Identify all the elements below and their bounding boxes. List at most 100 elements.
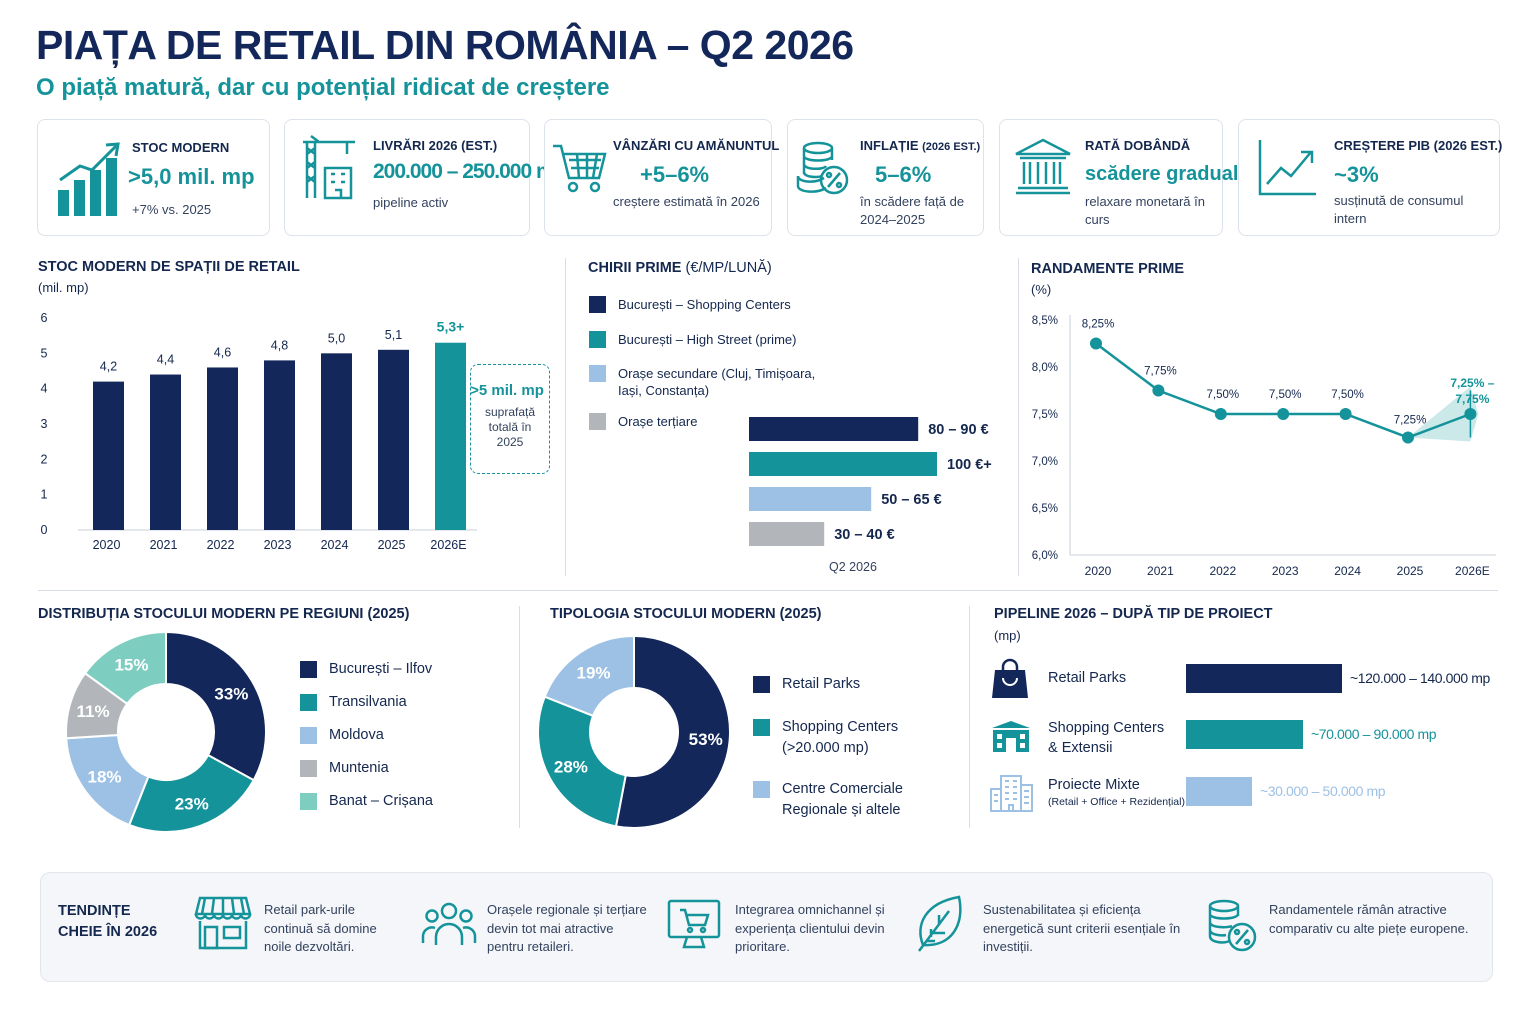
bar-2021	[150, 374, 181, 530]
rent-value-label: 30 – 40 €	[834, 527, 894, 543]
kpi-label-main: INFLAȚIE	[860, 138, 919, 153]
bar-2026E	[435, 342, 466, 530]
rents-legend-item: București – High Street (prime)	[589, 331, 849, 348]
trends-title-line1: TENDINȚE	[58, 903, 131, 919]
legend-swatch	[300, 661, 317, 678]
kpi-card-deliveries: LIVRĂRI 2026 (EST.) 200.000 – 250.000 mp…	[284, 119, 567, 236]
legend-swatch	[589, 296, 606, 313]
kpi-note: relaxare monetară în curs	[1085, 194, 1205, 227]
y-tick-label: 4	[41, 382, 48, 396]
y-tick-label: 8,0%	[1032, 362, 1058, 374]
kpi-label-small: (2026 EST.)	[922, 141, 981, 153]
x-tick-label: 2026E	[430, 538, 466, 552]
yield-point-label: 7,25%	[1394, 415, 1427, 427]
shopping-cart-icon	[553, 144, 607, 193]
regions-donut-chart: 33% 23% 18% 11% 15%	[65, 630, 267, 833]
donut-value-label: 11%	[76, 702, 109, 721]
yield-point	[1339, 408, 1352, 420]
stock-bar-chart: 0 1 2 3 4 5 6 4,2 2020 4,4 2021 4,6 2022 4,8 2023 5,0 20…	[41, 311, 477, 552]
kpi-label: STOC MODERN	[132, 140, 230, 155]
x-tick-label: 2023	[1272, 564, 1299, 578]
y-tick-label: 1	[41, 488, 48, 502]
bar-value-label: 5,0	[328, 331, 345, 345]
kpi-value: 5–6%	[875, 162, 932, 187]
donut-value-label: 23%	[175, 795, 209, 814]
legend-item: Centre Comerciale Regionale și altele	[753, 779, 928, 821]
bar-value-label: 5,3+	[437, 319, 465, 335]
pipeline-label-main: Proiecte Mixte	[1048, 777, 1140, 793]
kpi-note: +7% vs. 2025	[132, 202, 212, 217]
kpi-card-inflation: INFLAȚIE (2026 EST.) 5–6% în scădere faț…	[787, 119, 984, 236]
stock-callout-value: >5 mil. mp	[470, 382, 544, 399]
legend-swatch	[753, 781, 770, 798]
yield-point	[1464, 408, 1477, 420]
kpi-card-retail-sales: VÂNZĂRI CU AMĂNUNTUL +5–6% creștere esti…	[544, 119, 779, 236]
donut-value-label: 15%	[114, 655, 148, 674]
trend-up-icon	[1258, 140, 1316, 196]
x-tick-label: 2020	[93, 538, 121, 552]
legend-label: București – Ilfov	[329, 661, 433, 677]
kpi-value: scădere graduală	[1085, 163, 1250, 185]
legend-item: Shopping Centers (>20.000 mp)	[753, 717, 928, 759]
page-title: PIAȚA DE RETAIL DIN ROMÂNIA – Q2 2026	[36, 22, 854, 68]
y-tick-label: 6	[41, 311, 48, 325]
yields-chart-title: RANDAMENTE PRIME	[1031, 261, 1185, 277]
legend-item: Retail Parks	[753, 674, 928, 695]
pipeline-unit: (mp)	[994, 628, 1021, 643]
pipeline-label-sub: (Retail + Office + Rezidențial)	[1048, 796, 1185, 808]
donut-value-label: 19%	[577, 663, 611, 682]
office-buildings-icon	[990, 775, 1033, 812]
key-trends-panel: TENDINȚE CHEIE ÎN 2026 Retail park-urile…	[40, 872, 1493, 982]
yield-point	[1214, 408, 1227, 420]
y-tick-label: 2	[41, 452, 48, 466]
coins-percent-icon	[1208, 899, 1257, 952]
bar-value-label: 4,8	[271, 338, 288, 352]
rent-value-label: 100 €+	[947, 457, 992, 473]
trends-title: TENDINȚE CHEIE ÎN 2026	[58, 901, 157, 943]
yields-line-chart: 6,0% 6,5% 7,0% 7,5% 8,0% 8,5% 2020 2021 2022 2023…	[1032, 315, 1496, 578]
yield-point	[1090, 337, 1102, 350]
pipeline-label-main: Shopping Centers	[1048, 720, 1165, 736]
legend-swatch	[753, 719, 770, 736]
y-tick-label: 0	[41, 523, 48, 537]
rents-legend-item: Orașe terțiare	[589, 413, 849, 430]
kpi-note: în scădere față de 2024–2025	[860, 194, 965, 227]
legend-item: Transilvania	[300, 692, 407, 713]
trend-text: Orașele regionale și terțiare devin tot …	[487, 902, 647, 954]
x-tick-label: 2024	[1334, 564, 1361, 578]
yield-point-label: 7,50%	[1206, 389, 1239, 401]
donut-slice	[127, 753, 255, 833]
legend-swatch	[300, 694, 317, 711]
bar-growth-icon	[58, 142, 120, 216]
kpi-card-stock: STOC MODERN >5,0 mil. mp +7% vs. 2025	[37, 119, 270, 236]
legend-label: Orașe terțiare	[618, 414, 698, 429]
y-tick-label: 7,0%	[1032, 456, 1058, 468]
yield-point-label: 7,75%	[1144, 366, 1177, 378]
x-tick-label: 2024	[321, 538, 349, 552]
rents-title-main: CHIRII PRIME	[588, 260, 682, 276]
legend-item: Muntenia	[300, 758, 389, 779]
people-icon	[421, 902, 477, 945]
kpi-label: RATĂ DOBÂNDĂ	[1085, 138, 1191, 153]
yield-point	[1152, 384, 1165, 397]
rents-legend-item: București – Shopping Centers	[589, 296, 849, 313]
bar-2025	[378, 349, 409, 530]
bank-building-icon	[1015, 138, 1071, 195]
yield-point	[1277, 408, 1290, 420]
donut-value-label: 18%	[87, 768, 121, 787]
leaf-icon	[918, 895, 962, 952]
x-tick-label: 2025	[1397, 564, 1424, 578]
legend-swatch	[300, 727, 317, 744]
donut-value-label: 33%	[214, 684, 248, 703]
donut-slice	[83, 630, 167, 706]
donut-value-label: 53%	[689, 730, 723, 749]
yield-point-label: 7,50%	[1331, 389, 1364, 401]
stock-callout: >5 mil. mp suprafață totală în 2025	[470, 364, 550, 474]
bar-2020	[93, 381, 124, 530]
pipeline-value-label: ~120.000 – 140.000 mp	[1350, 670, 1490, 686]
yield-range-band	[1408, 386, 1479, 442]
legend-label: Transilvania	[329, 694, 407, 710]
pipeline-bar	[1186, 664, 1342, 693]
trend-text: Randamentele rămân atractive comparativ …	[1269, 902, 1469, 936]
trend-text: Integrarea omnichannel și experiența cli…	[735, 902, 885, 954]
